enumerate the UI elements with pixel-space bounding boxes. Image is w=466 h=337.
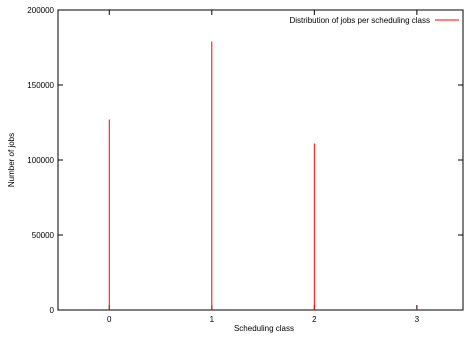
- legend-label: Distribution of jobs per scheduling clas…: [289, 16, 430, 25]
- y-tick-label: 150000: [27, 81, 54, 90]
- legend: Distribution of jobs per scheduling clas…: [289, 16, 459, 25]
- x-tick-label: 0: [107, 315, 112, 324]
- x-axis: 0 1 2 3: [107, 10, 420, 324]
- plot-area: [57, 9, 464, 311]
- x-axis-label: Scheduling class: [234, 324, 294, 333]
- plot-border: [57, 9, 464, 311]
- series-distribution: [108, 41, 418, 310]
- y-axis-label: Number of jobs: [7, 133, 16, 187]
- x-tick-label: 1: [210, 315, 215, 324]
- y-tick-label: 0: [50, 306, 55, 315]
- x-tick-label: 3: [415, 315, 420, 324]
- y-tick-label: 100000: [27, 156, 54, 165]
- y-axis: 0 50000 100000 150000 200000: [27, 6, 463, 315]
- y-tick-label: 50000: [32, 231, 55, 240]
- y-tick-label: 200000: [27, 6, 54, 15]
- x-tick-label: 2: [312, 315, 317, 324]
